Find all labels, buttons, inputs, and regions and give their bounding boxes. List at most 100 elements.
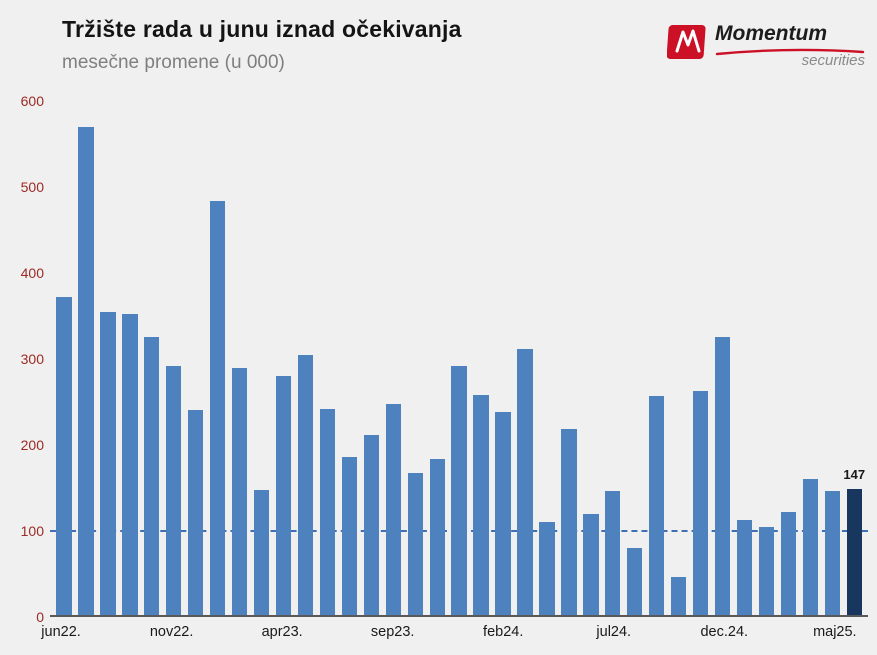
bar-slot: [404, 84, 426, 615]
bar-slot: [492, 84, 514, 615]
bar-slot: [536, 84, 558, 615]
bar-okt24: [670, 577, 687, 615]
y-tick-label: 500: [20, 179, 44, 196]
bar-slot: [141, 84, 163, 615]
bar-jul24: [605, 491, 621, 615]
x-tick-label: jul24.: [596, 624, 632, 640]
bar-jul23: [341, 456, 358, 615]
bar-jun22: [56, 296, 72, 615]
logo-brand-text: Momentum: [715, 22, 827, 45]
bar-slot: [360, 84, 382, 615]
bar-sep23: [385, 403, 401, 615]
bar-slot: [53, 84, 75, 615]
bar-jan25: [736, 519, 753, 615]
y-tick-label: 100: [20, 523, 44, 540]
bar-nov24: [692, 390, 709, 615]
bar-slot: [777, 84, 799, 615]
bar-jan23: [209, 200, 226, 615]
bar-slot: [558, 84, 580, 615]
bar-slot: [273, 84, 295, 615]
bar-mar24: [517, 348, 533, 615]
y-tick-label: 600: [20, 93, 44, 110]
bars: 147: [50, 84, 868, 615]
bar-slot: [163, 84, 185, 615]
bar-slot: [251, 84, 273, 615]
bar-mar23: [253, 489, 270, 615]
bar-slot: [668, 84, 690, 615]
logo-sub-text: securities: [801, 52, 865, 69]
logo-swoosh-line: [715, 48, 865, 56]
bar-avg23: [363, 434, 379, 615]
bar-jul22: [78, 126, 94, 615]
bar-dec22: [188, 409, 204, 615]
x-tick-label: jun22.: [41, 624, 81, 640]
bar-slot: [97, 84, 119, 615]
bar-slot: [229, 84, 251, 615]
bar-slot: [756, 84, 778, 615]
bar-apr24: [539, 522, 555, 615]
y-tick-label: 200: [20, 437, 44, 454]
bar-slot: 147: [843, 84, 865, 615]
bar-okt22: [144, 336, 160, 615]
chart-subtitle: mesečne promene (u 000): [62, 52, 285, 73]
bar-slot: [821, 84, 843, 615]
bar-slot: [646, 84, 668, 615]
bar-maj23: [297, 354, 314, 615]
plot-area: 147: [50, 84, 868, 617]
bar-apr25: [802, 479, 819, 615]
bar-avg24: [627, 547, 643, 615]
bar-slot: [316, 84, 338, 615]
bar-slot: [514, 84, 536, 615]
bar-slot: [119, 84, 141, 615]
bar-slot: [690, 84, 712, 615]
bar-slot: [602, 84, 624, 615]
bar-nov23: [429, 458, 445, 615]
x-tick-label: maj25.: [813, 624, 857, 640]
bar-dec24: [714, 337, 731, 615]
bar-slot: [580, 84, 602, 615]
bar-slot: [338, 84, 360, 615]
x-tick-label: nov22.: [149, 624, 194, 640]
y-tick-label: 400: [20, 265, 44, 282]
x-tick-label: apr23.: [261, 624, 303, 640]
bar-feb24: [495, 412, 511, 615]
logo-text-block: Momentum securities: [715, 22, 865, 70]
bar-jun23: [319, 408, 336, 615]
bar-maj25: [824, 491, 841, 615]
bar-slot: [734, 84, 756, 615]
bar-jun25: [846, 488, 862, 615]
bar-slot: [382, 84, 404, 615]
bar-apr23: [275, 376, 292, 615]
y-tick-label: 300: [20, 351, 44, 368]
bar-jun24: [583, 513, 599, 615]
bar-jan24: [473, 394, 489, 615]
bar-slot: [185, 84, 207, 615]
x-tick-label: feb24.: [483, 624, 524, 640]
bar-slot: [426, 84, 448, 615]
bar-slot: [75, 84, 97, 615]
bar-sep22: [122, 314, 138, 615]
bar-sep24: [649, 395, 665, 615]
bar-dec23: [451, 365, 467, 615]
y-axis: 0 100 200 300 400 500 600: [8, 84, 44, 625]
bar-slot: [448, 84, 470, 615]
bar-slot: [712, 84, 734, 615]
bar-slot: [799, 84, 821, 615]
y-tick-label: 0: [36, 609, 44, 625]
bar-slot: [470, 84, 492, 615]
bar-feb23: [231, 368, 248, 615]
bar-feb25: [758, 527, 775, 615]
bar-slot: [624, 84, 646, 615]
bar-slot: [294, 84, 316, 615]
x-tick-label: sep23.: [370, 624, 415, 640]
bar-mar25: [780, 511, 797, 615]
bar-avg22: [100, 312, 116, 615]
bar-value-label: 147: [843, 466, 866, 482]
bar-maj24: [561, 429, 577, 615]
bar-okt23: [407, 473, 423, 615]
x-tick-label: dec.24.: [700, 624, 749, 640]
bar-nov22: [166, 365, 182, 615]
bar-slot: [207, 84, 229, 615]
momentum-securities-logo: Momentum securities: [667, 22, 865, 72]
